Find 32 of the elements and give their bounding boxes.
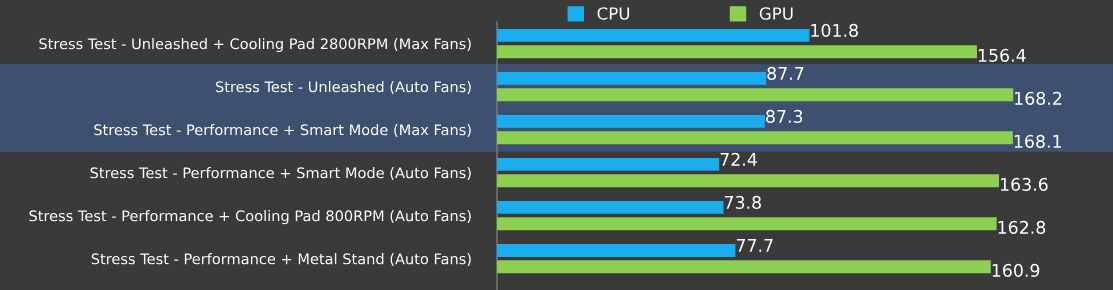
data-label: 87.7 [767, 66, 804, 80]
data-label: 160.9 [992, 263, 1040, 277]
y-tick-label: Stress Test - Performance + Smart Mode (Max Fans) [94, 124, 471, 138]
data-label: 77.7 [736, 239, 773, 252]
y-tick-label: Stress Test - Unleashed + Cooling Pad 2800RPM (Max Fans) [39, 37, 471, 53]
y-tick-label: Stress Test - Unleashed (Auto Fans) [215, 80, 471, 94]
bar [497, 28, 810, 42]
bar [497, 157, 720, 171]
y-tick-label: Stress Test - Performance + Metal Stand (Auto Fans) [91, 253, 471, 267]
y-tick-label: Stress Test - Performance + Smart Mode (Auto Fans) [90, 167, 471, 181]
data-label: 73.8 [724, 195, 761, 209]
data-label: 87.3 [766, 109, 803, 123]
legend-label: GPU [759, 7, 793, 20]
bar [497, 71, 767, 85]
bar [497, 243, 736, 257]
bar [497, 131, 1013, 145]
y-tick-label: Stress Test - Performance + Cooling Pad 800RPM (Auto Fans) [29, 210, 471, 225]
data-label: 162.8 [998, 220, 1046, 234]
data-label: 168.2 [1015, 91, 1062, 105]
bar [497, 217, 997, 231]
bar [497, 114, 765, 128]
bar [497, 260, 991, 274]
bar [497, 174, 1000, 188]
bar [497, 45, 977, 59]
data-label: 168.1 [1014, 134, 1061, 148]
data-label: 163.6 [1000, 177, 1048, 191]
bar [497, 200, 724, 214]
bar [497, 88, 1014, 102]
data-label: 72.4 [720, 152, 757, 166]
legend-label: CPU [597, 7, 630, 20]
data-label: 101.8 [811, 23, 858, 37]
data-label: 156.4 [978, 48, 1026, 62]
